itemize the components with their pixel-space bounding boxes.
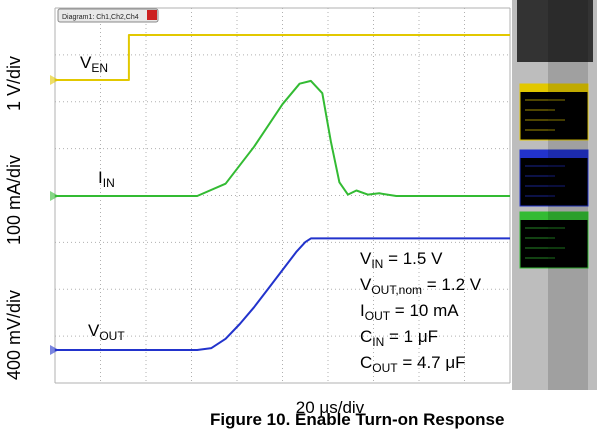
ch4-scale-label: 400 mV/div: [4, 289, 24, 381]
trace-v-en: [55, 34, 510, 81]
ch2-scale-label: 100 mA/div: [4, 154, 24, 246]
ch-marker: [50, 191, 59, 201]
channel-box: [519, 83, 589, 141]
figure-caption: Figure 10. Enable Turn-on Response: [210, 410, 505, 429]
ch1-scale-label: 1 V/div: [4, 55, 24, 111]
condition-line: CIN = 1 μF: [360, 327, 438, 349]
channel-box: [519, 211, 589, 269]
panel-strip: [548, 0, 588, 390]
channel-box-header: [520, 150, 588, 158]
ch-marker: [50, 345, 59, 355]
trace-i-in: [55, 79, 510, 197]
diagram-tab: [57, 8, 159, 23]
diagram-tab-label: Diagram1: Ch1,Ch2,Ch4: [62, 14, 139, 21]
channel-box: [519, 149, 589, 207]
x-axis-label: 20 μs/div: [295, 398, 365, 417]
channel-box-header: [520, 84, 588, 92]
horizontal-box: [517, 0, 593, 62]
close-icon: [147, 10, 157, 20]
channel-box-header: [520, 212, 588, 220]
ch-marker: [50, 75, 59, 85]
scope-chrome: Diagram1: Ch1,Ch2,Ch4: [57, 0, 597, 390]
trace-v-out: [55, 237, 510, 351]
traces: [50, 34, 510, 355]
